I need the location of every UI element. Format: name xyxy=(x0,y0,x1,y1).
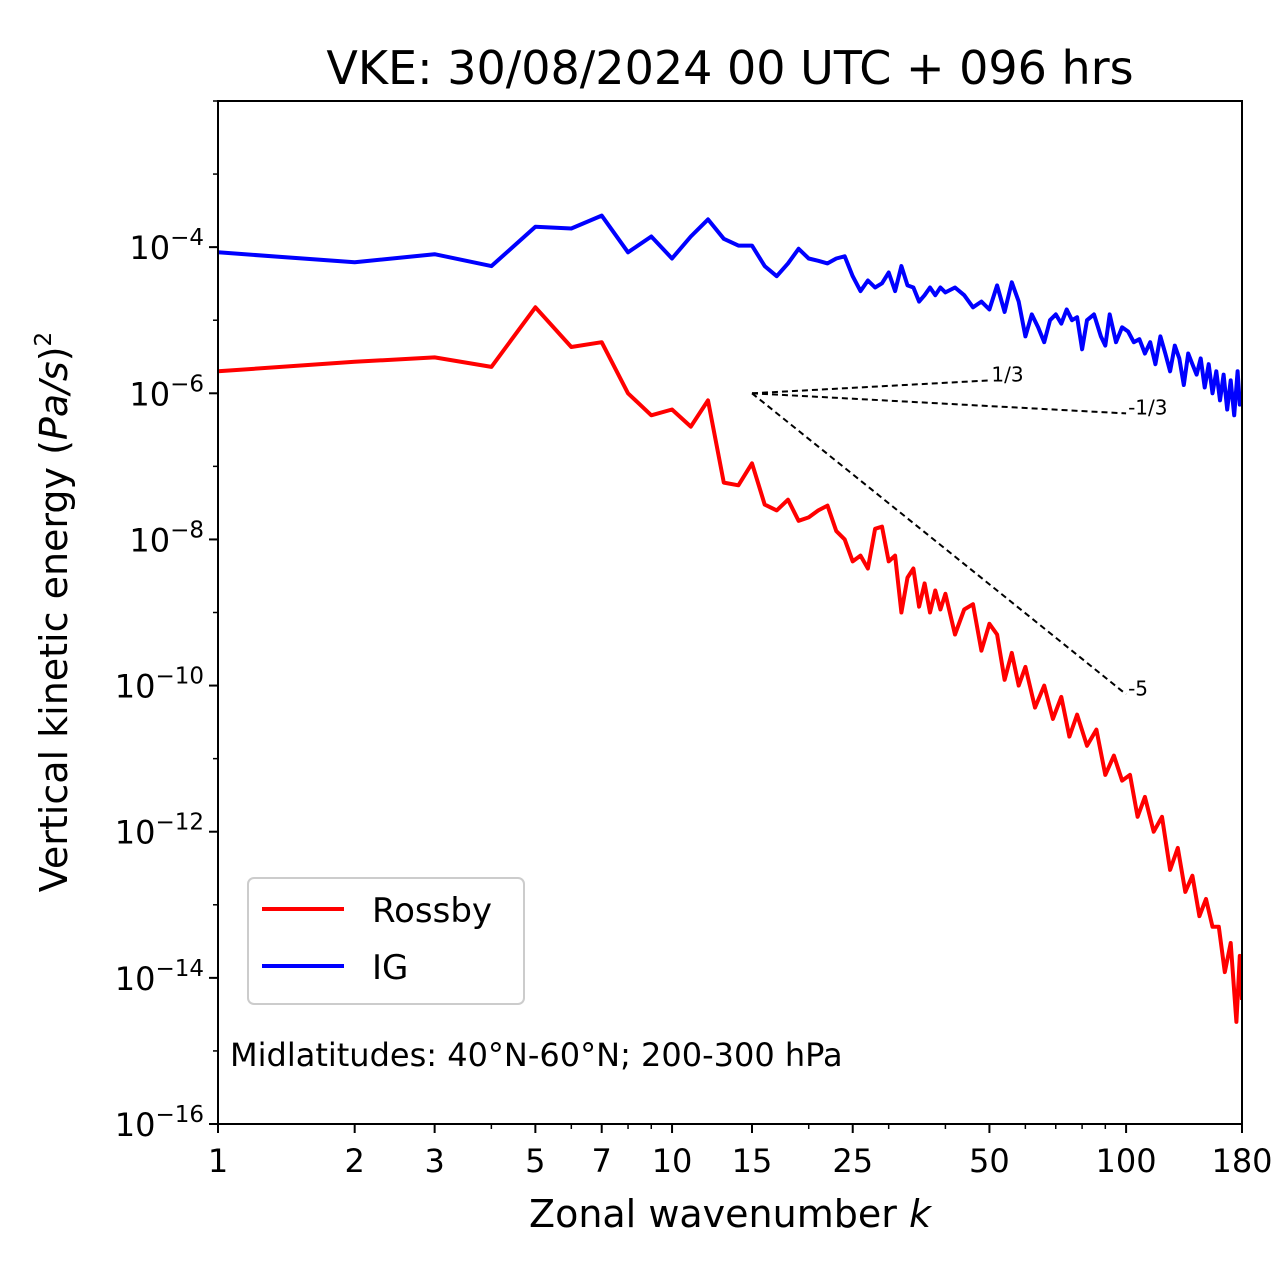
y-tick-label: 10−6 xyxy=(129,371,204,413)
x-axis: 1 2 3 5 7 10 15 25 50 100 180 xyxy=(208,1124,1273,1180)
x-tick-label: 7 xyxy=(592,1142,612,1180)
x-tick-label: 25 xyxy=(832,1142,873,1180)
y-tick-label: 10−4 xyxy=(129,225,204,267)
y-axis-label-post: ) xyxy=(32,346,76,361)
slope-line xyxy=(751,392,1127,696)
x-tick-label: 15 xyxy=(732,1142,773,1180)
slope-label: -5 xyxy=(1128,676,1148,700)
x-axis-label-var: k xyxy=(909,1192,933,1236)
y-tick-label: 10−14 xyxy=(115,956,204,998)
y-axis-label-exp: 2 xyxy=(31,332,57,347)
y-axis-label: Vertical kinetic energy (Pa/s)2 xyxy=(31,332,76,892)
y-tick-label: 10−12 xyxy=(115,810,204,852)
x-tick-label: 100 xyxy=(1096,1142,1157,1180)
plot-area: 1/3 -1/3 -5 xyxy=(218,213,1242,1024)
x-axis-label: Zonal wavenumber k xyxy=(529,1192,933,1236)
series-line-ig xyxy=(218,213,1242,418)
x-tick-label: 50 xyxy=(969,1142,1010,1180)
x-tick-label: 2 xyxy=(345,1142,365,1180)
y-axis: 10−16 10−14 10−12 10−10 10−8 10−6 10−4 xyxy=(115,100,218,1144)
x-tick-label: 5 xyxy=(525,1142,545,1180)
x-tick-label: 180 xyxy=(1211,1142,1272,1180)
x-axis-label-text: Zonal wavenumber xyxy=(529,1192,909,1236)
slope-label: -1/3 xyxy=(1128,395,1167,419)
x-tick-label: 1 xyxy=(208,1142,228,1180)
reference-slopes: 1/3 -1/3 -5 xyxy=(751,362,1168,700)
legend-label-rossby: Rossby xyxy=(372,891,492,931)
legend: Rossby IG xyxy=(247,877,525,1005)
slope-label: 1/3 xyxy=(991,362,1023,386)
slope-line xyxy=(751,392,1127,415)
y-axis-label-pre: Vertical kinetic energy ( xyxy=(32,440,76,892)
x-tick-label: 3 xyxy=(424,1142,444,1180)
legend-label-ig: IG xyxy=(372,948,408,988)
chart-title: VKE: 30/08/2024 00 UTC + 096 hrs xyxy=(326,41,1133,95)
y-tick-label: 10−16 xyxy=(115,1102,204,1144)
series-layer xyxy=(218,213,1242,1024)
x-tick-label: 10 xyxy=(652,1142,693,1180)
y-tick-label: 10−10 xyxy=(115,664,204,706)
series-line-rossby xyxy=(218,305,1242,1024)
y-axis-label-var: Pa/s xyxy=(32,361,76,440)
region-annotation: Midlatitudes: 40°N-60°N; 200-300 hPa xyxy=(230,1036,843,1074)
y-tick-label: 10−8 xyxy=(129,517,204,559)
